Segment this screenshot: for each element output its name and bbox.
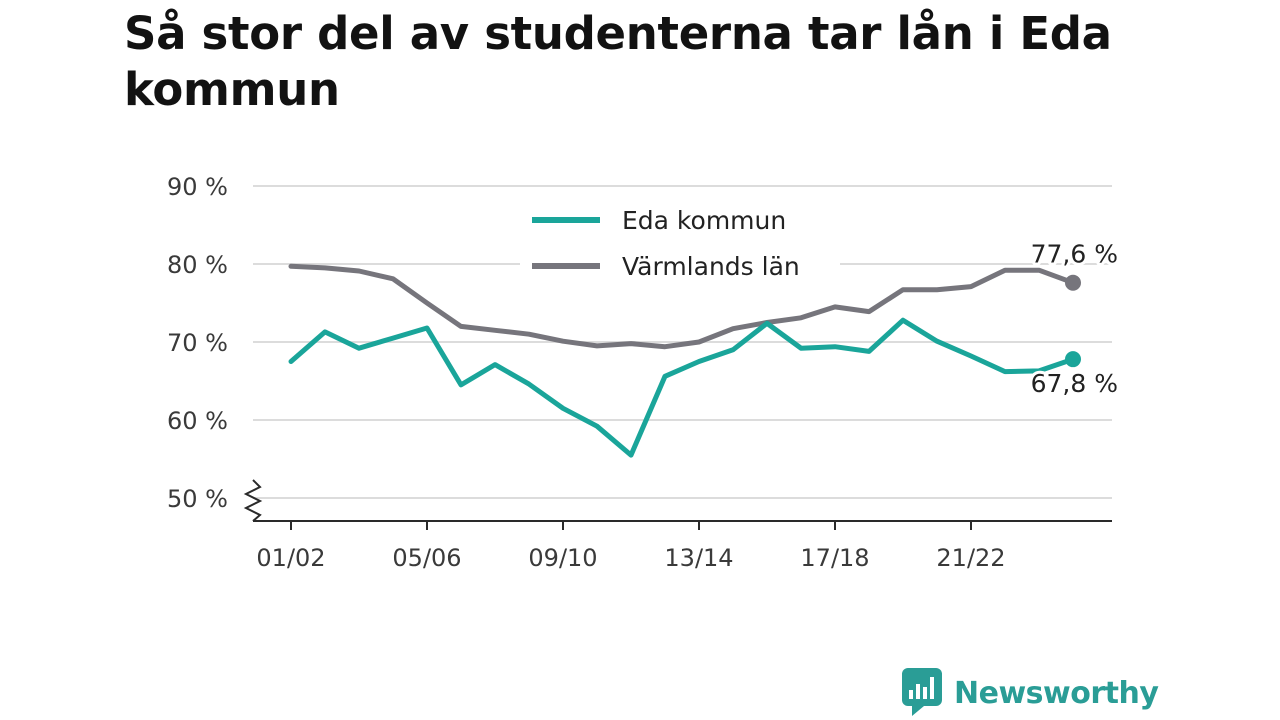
x-tick-label: 13/14 [664, 544, 733, 572]
series-end-markers: 77,6 %77,6 %67,8 %67,8 % [1028, 237, 1121, 401]
chart-title: Så stor del av studenterna tar lån i Eda… [124, 7, 1112, 116]
end-value-label-halo: 67,8 % [1031, 369, 1118, 398]
x-tick-label: 05/06 [392, 544, 461, 572]
x-axis [243, 479, 1112, 530]
legend: Eda kommun Värmlands län [520, 196, 840, 288]
series-lines [288, 263, 1076, 458]
legend-background [520, 196, 840, 288]
y-tick-label: 80 % [167, 251, 228, 279]
x-tick-label: 17/18 [800, 544, 869, 572]
x-axis-tick-labels: 01/02 05/06 09/10 13/14 17/18 21/22 [256, 544, 1005, 572]
x-tick-label: 09/10 [528, 544, 597, 572]
y-tick-label: 60 % [167, 407, 228, 435]
series-line-eda-kommun [288, 317, 1076, 458]
line-chart: 50 % 60 % 70 % 80 % 90 % 01/02 05/06 09/10 13/1… [167, 173, 1121, 572]
series-end-marker [1065, 274, 1081, 291]
y-tick-label: 70 % [167, 329, 228, 357]
x-tick-label: 21/22 [936, 544, 1005, 572]
end-value-label: 77,6 % [1031, 240, 1118, 269]
brand-name: Newsworthy [954, 675, 1159, 711]
end-value-label: 67,8 % [1031, 369, 1118, 398]
legend-label: Värmlands län [622, 252, 800, 281]
legend-label: Eda kommun [622, 206, 786, 235]
axis-break-mark [243, 479, 263, 522]
y-axis-tick-labels: 50 % 60 % 70 % 80 % 90 % [167, 173, 228, 513]
newsworthy-logo: Newsworthy [902, 668, 1159, 718]
series-line-varmlands-lan [288, 263, 1076, 350]
newsworthy-chart-icon [902, 668, 942, 716]
series-end-marker [1065, 351, 1081, 368]
x-tick-label: 01/02 [256, 544, 325, 572]
end-value-label-halo: 77,6 % [1031, 240, 1118, 269]
y-tick-label: 90 % [167, 173, 228, 201]
y-tick-label: 50 % [167, 485, 228, 513]
